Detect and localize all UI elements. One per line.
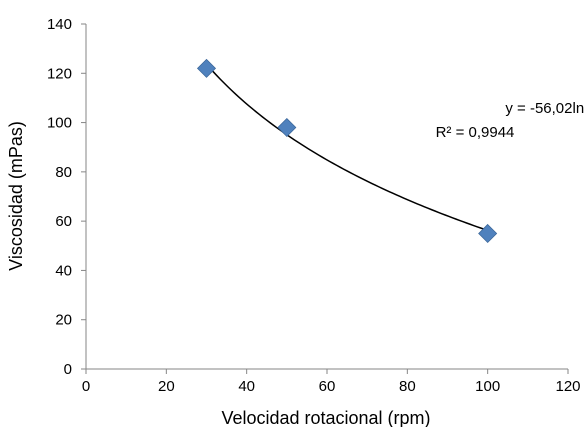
x-tick-label: 0	[82, 378, 90, 395]
x-tick-label: 80	[399, 378, 416, 395]
axes	[85, 24, 568, 370]
y-tick-label: 80	[55, 164, 72, 181]
x-tick-label: 120	[555, 378, 580, 395]
y-tick-label: 60	[55, 213, 72, 230]
data-point	[196, 58, 217, 78]
y-tick-label: 100	[47, 115, 72, 132]
y-axis-title: Viscosidad (mPas)	[6, 121, 26, 271]
data-point	[478, 223, 498, 243]
trendline-equation: y = -56,02ln(x) + 314,21	[505, 100, 585, 117]
y-tick-label: 140	[47, 16, 72, 33]
x-tick-label: 60	[319, 378, 336, 395]
trendline	[205, 63, 488, 232]
x-axis-title: Velocidad rotacional (rpm)	[221, 408, 430, 427]
trendline-group	[205, 63, 488, 232]
data-point	[277, 117, 297, 138]
ticks: 0 20 40 60 80 100 120 0 20 40 60 80 100 120 140	[47, 16, 581, 395]
x-tick-label: 100	[475, 378, 500, 395]
y-tick-label: 120	[47, 65, 72, 82]
y-tick-label: 20	[55, 312, 72, 329]
x-tick-label: 40	[238, 378, 255, 395]
trendline-r-squared: R² = 0,9944	[436, 124, 515, 141]
data-points	[196, 58, 498, 243]
y-tick-label: 40	[55, 262, 72, 279]
x-tick-label: 20	[158, 378, 175, 395]
y-tick-label: 0	[64, 361, 72, 378]
